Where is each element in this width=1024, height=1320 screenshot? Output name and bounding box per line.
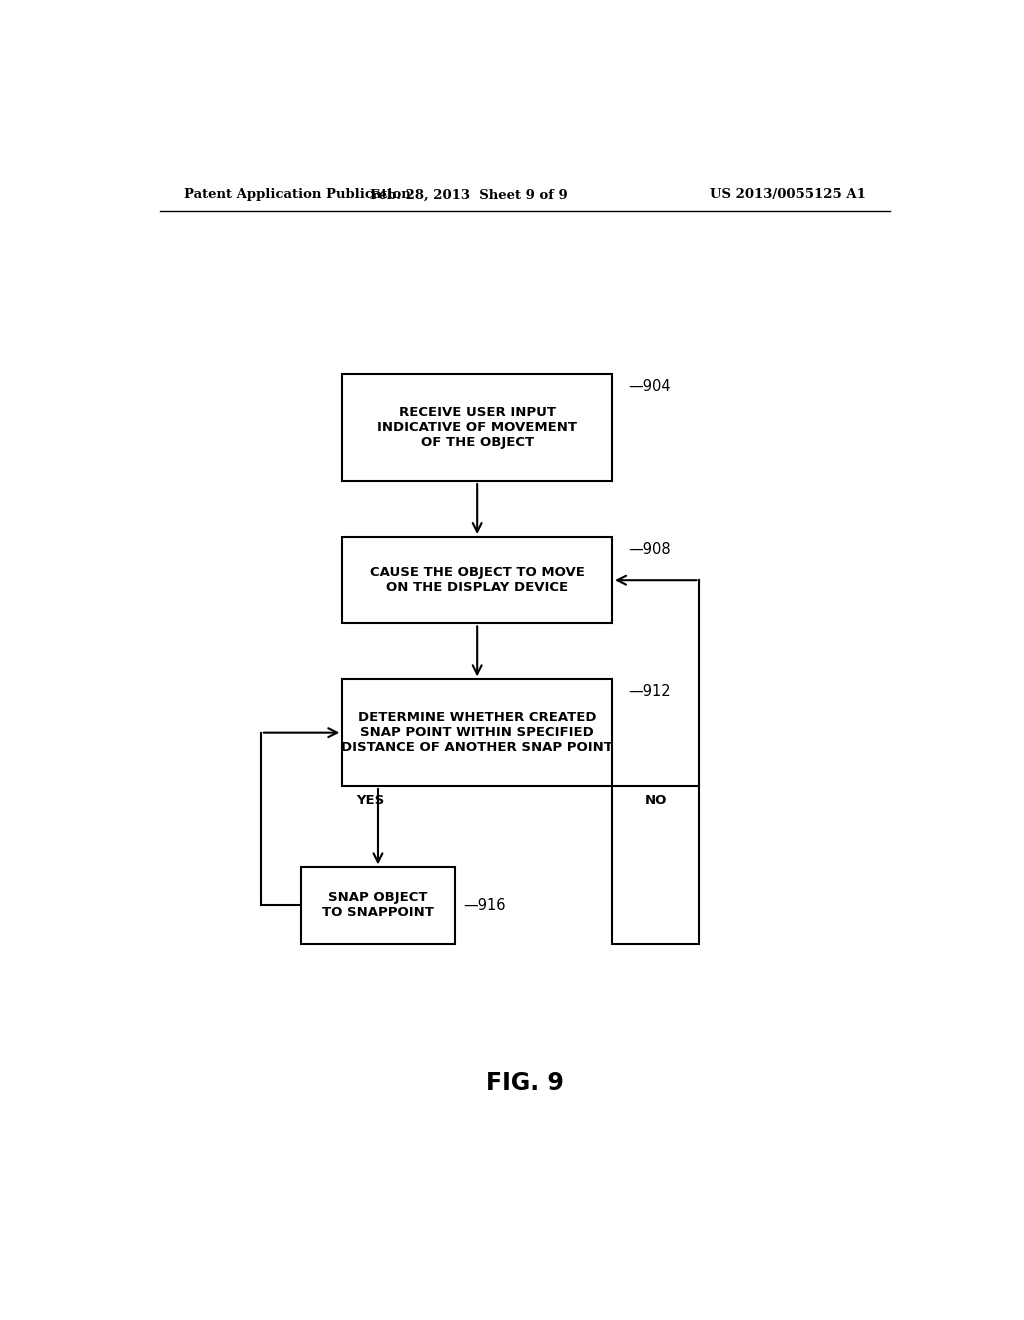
Text: FIG. 9: FIG. 9 <box>485 1072 564 1096</box>
Text: Feb. 28, 2013  Sheet 9 of 9: Feb. 28, 2013 Sheet 9 of 9 <box>371 189 568 202</box>
Text: US 2013/0055125 A1: US 2013/0055125 A1 <box>711 189 866 202</box>
Text: CAUSE THE OBJECT TO MOVE
ON THE DISPLAY DEVICE: CAUSE THE OBJECT TO MOVE ON THE DISPLAY … <box>370 566 585 594</box>
Text: SNAP OBJECT
TO SNAPPOINT: SNAP OBJECT TO SNAPPOINT <box>322 891 434 920</box>
Bar <box>342 680 612 785</box>
Text: RECEIVE USER INPUT
INDICATIVE OF MOVEMENT
OF THE OBJECT: RECEIVE USER INPUT INDICATIVE OF MOVEMEN… <box>377 407 578 449</box>
Bar <box>301 867 456 944</box>
Bar <box>342 537 612 623</box>
Bar <box>612 785 699 944</box>
Text: YES: YES <box>356 795 384 807</box>
Text: —908: —908 <box>628 543 671 557</box>
Text: —912: —912 <box>628 684 671 700</box>
Text: NO: NO <box>644 795 667 807</box>
Bar <box>342 375 612 480</box>
Text: DETERMINE WHETHER CREATED
SNAP POINT WITHIN SPECIFIED
DISTANCE OF ANOTHER SNAP P: DETERMINE WHETHER CREATED SNAP POINT WIT… <box>341 711 613 754</box>
Text: —904: —904 <box>628 379 671 395</box>
Text: Patent Application Publication: Patent Application Publication <box>183 189 411 202</box>
Text: —916: —916 <box>463 898 506 913</box>
